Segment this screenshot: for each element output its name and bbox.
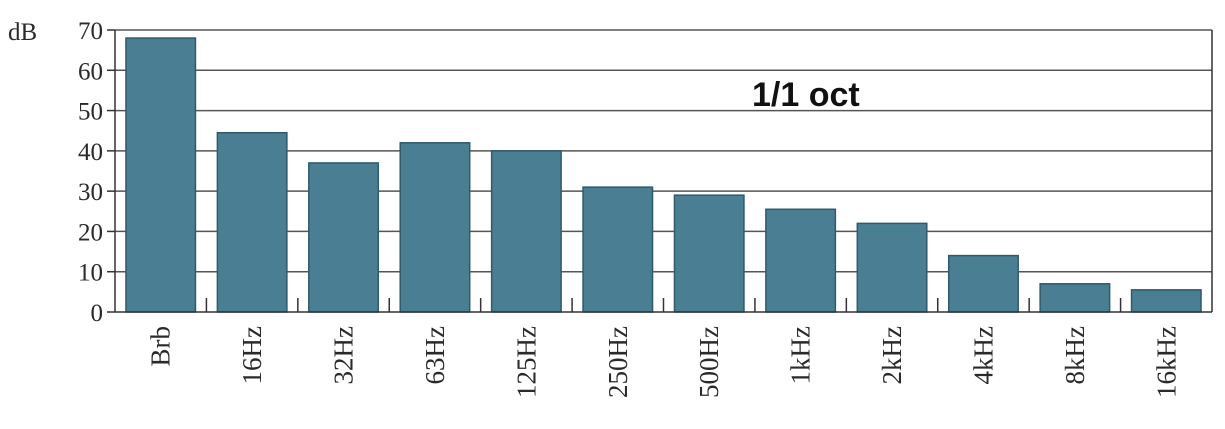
bar bbox=[673, 194, 745, 313]
x-category-label: 2kHz bbox=[877, 326, 907, 384]
y-tick-label: 10 bbox=[78, 260, 103, 287]
y-tick-label: 30 bbox=[78, 179, 103, 206]
y-tick-label: 40 bbox=[78, 139, 103, 166]
y-tick-label: 70 bbox=[78, 18, 103, 45]
x-category-label: 63Hz bbox=[420, 326, 450, 384]
chart-annotation: 1/1 oct bbox=[752, 76, 860, 114]
y-tick-label: 50 bbox=[78, 99, 103, 126]
x-category-label: 1kHz bbox=[786, 326, 816, 384]
y-tick-labels: 0 10 20 30 40 50 60 70 bbox=[78, 18, 103, 327]
x-category-label: Brb bbox=[146, 326, 176, 367]
x-category-label: 32Hz bbox=[329, 326, 359, 384]
y-tick-label: 60 bbox=[78, 58, 103, 85]
x-category-label: 16kHz bbox=[1151, 326, 1181, 398]
y-tick-label: 0 bbox=[91, 300, 104, 327]
bar bbox=[308, 162, 380, 313]
y-tick-label: 20 bbox=[78, 219, 103, 246]
bar bbox=[399, 142, 471, 313]
bar bbox=[947, 254, 1019, 313]
bars bbox=[125, 37, 1202, 313]
grid-lines bbox=[115, 29, 1212, 273]
y-axis-unit-label: dB bbox=[8, 19, 37, 46]
x-category-label: 500Hz bbox=[694, 326, 724, 398]
bar bbox=[582, 186, 654, 313]
x-category-label: 8kHz bbox=[1060, 326, 1090, 384]
bar bbox=[856, 222, 928, 313]
bar bbox=[765, 208, 837, 313]
bar bbox=[125, 37, 197, 313]
bar bbox=[490, 150, 562, 313]
x-category-label: 125Hz bbox=[511, 326, 541, 398]
x-category-label: 16Hz bbox=[237, 326, 267, 384]
bar bbox=[216, 131, 288, 313]
x-category-labels: Brb 16Hz 32Hz 63Hz 125Hz 250Hz 500Hz 1kHz 2kHz 4k… bbox=[146, 326, 1182, 398]
bar bbox=[1039, 283, 1111, 313]
bar bbox=[1130, 289, 1202, 313]
x-category-label: 4kHz bbox=[968, 326, 998, 384]
x-category-label: 250Hz bbox=[603, 326, 633, 398]
axes bbox=[107, 29, 1213, 313]
